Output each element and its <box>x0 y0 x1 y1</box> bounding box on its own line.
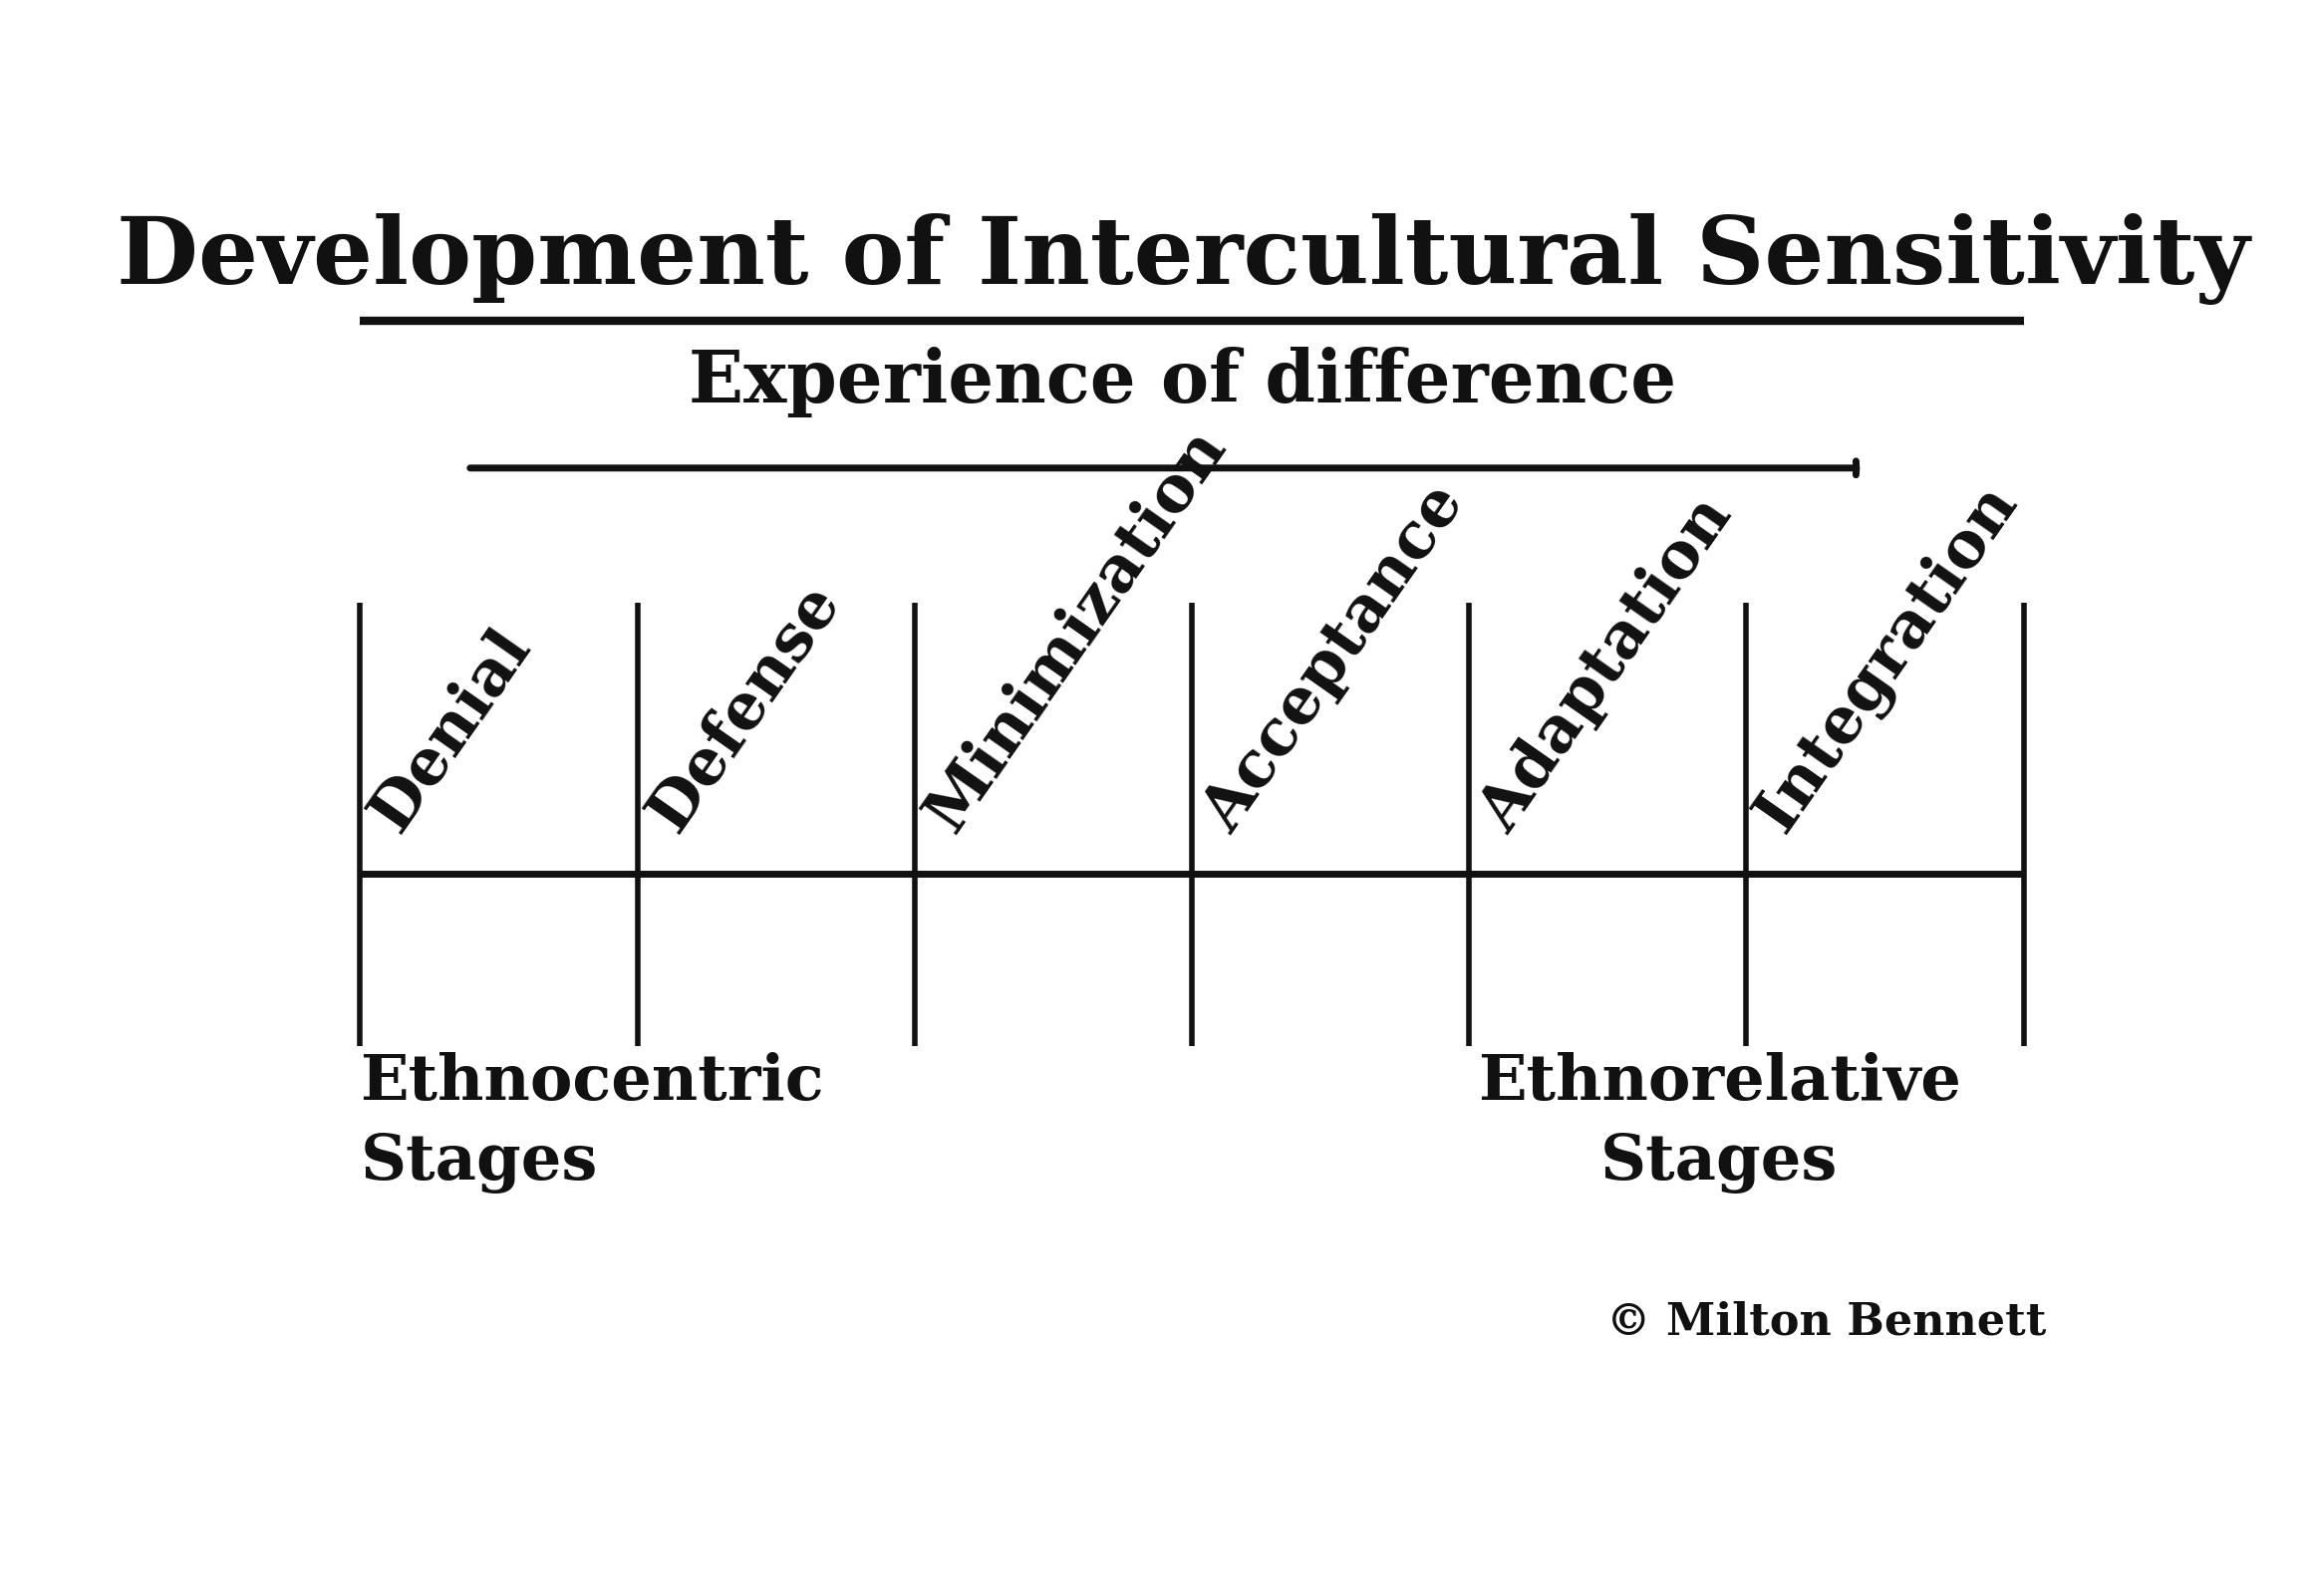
Text: Integration: Integration <box>1745 474 2031 843</box>
Text: © Milton Bennett: © Milton Bennett <box>1606 1301 2047 1344</box>
Text: Ethnocentric
Stages: Ethnocentric Stages <box>360 1052 824 1194</box>
Text: Experience of difference: Experience of difference <box>688 346 1678 418</box>
Text: Defense: Defense <box>637 575 852 843</box>
Text: Minimization: Minimization <box>914 418 1237 843</box>
Text: Ethnorelative
Stages: Ethnorelative Stages <box>1477 1052 1962 1194</box>
Text: Denial: Denial <box>360 619 542 843</box>
Text: Acceptance: Acceptance <box>1191 474 1475 843</box>
Text: Adaptation: Adaptation <box>1470 487 1745 843</box>
Text: Development of Intercultural Sensitivity: Development of Intercultural Sensitivity <box>115 214 2250 305</box>
